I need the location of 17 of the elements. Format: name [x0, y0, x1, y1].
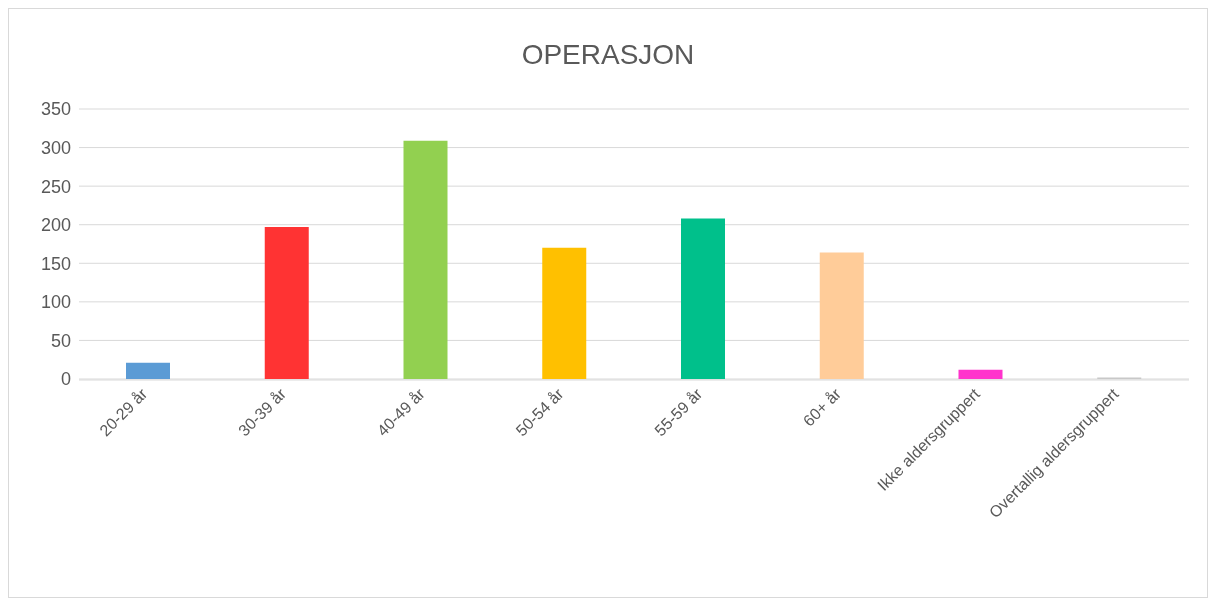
bar	[819, 252, 864, 379]
y-tick-label: 150	[40, 253, 71, 274]
y-tick-label: 350	[40, 99, 71, 120]
bar	[403, 140, 448, 379]
bar	[958, 369, 1003, 379]
y-tick-label: 0	[60, 369, 71, 390]
bar	[264, 227, 309, 379]
chart-title: OPERASJON	[520, 39, 696, 71]
y-tick-label: 200	[40, 215, 71, 236]
bar	[681, 218, 725, 379]
x-tick-label: 60+ år	[799, 384, 845, 430]
bar	[542, 247, 587, 379]
y-tick-label: 250	[40, 176, 71, 197]
y-tick-label: 300	[40, 137, 71, 158]
y-tick-label: 50	[50, 330, 71, 351]
y-tick-label: 100	[40, 292, 71, 313]
bar	[126, 362, 170, 379]
